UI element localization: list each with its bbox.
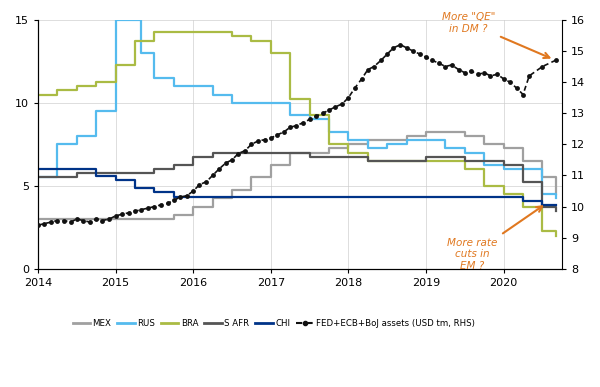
Text: More rate
cuts in
EM ?: More rate cuts in EM ? [448, 206, 542, 271]
Text: More "QE"
in DM ?: More "QE" in DM ? [442, 12, 550, 58]
Legend: MEX, RUS, BRA, S AFR, CHI, FED+ECB+BoJ assets (USD tm, RHS): MEX, RUS, BRA, S AFR, CHI, FED+ECB+BoJ a… [69, 316, 478, 332]
